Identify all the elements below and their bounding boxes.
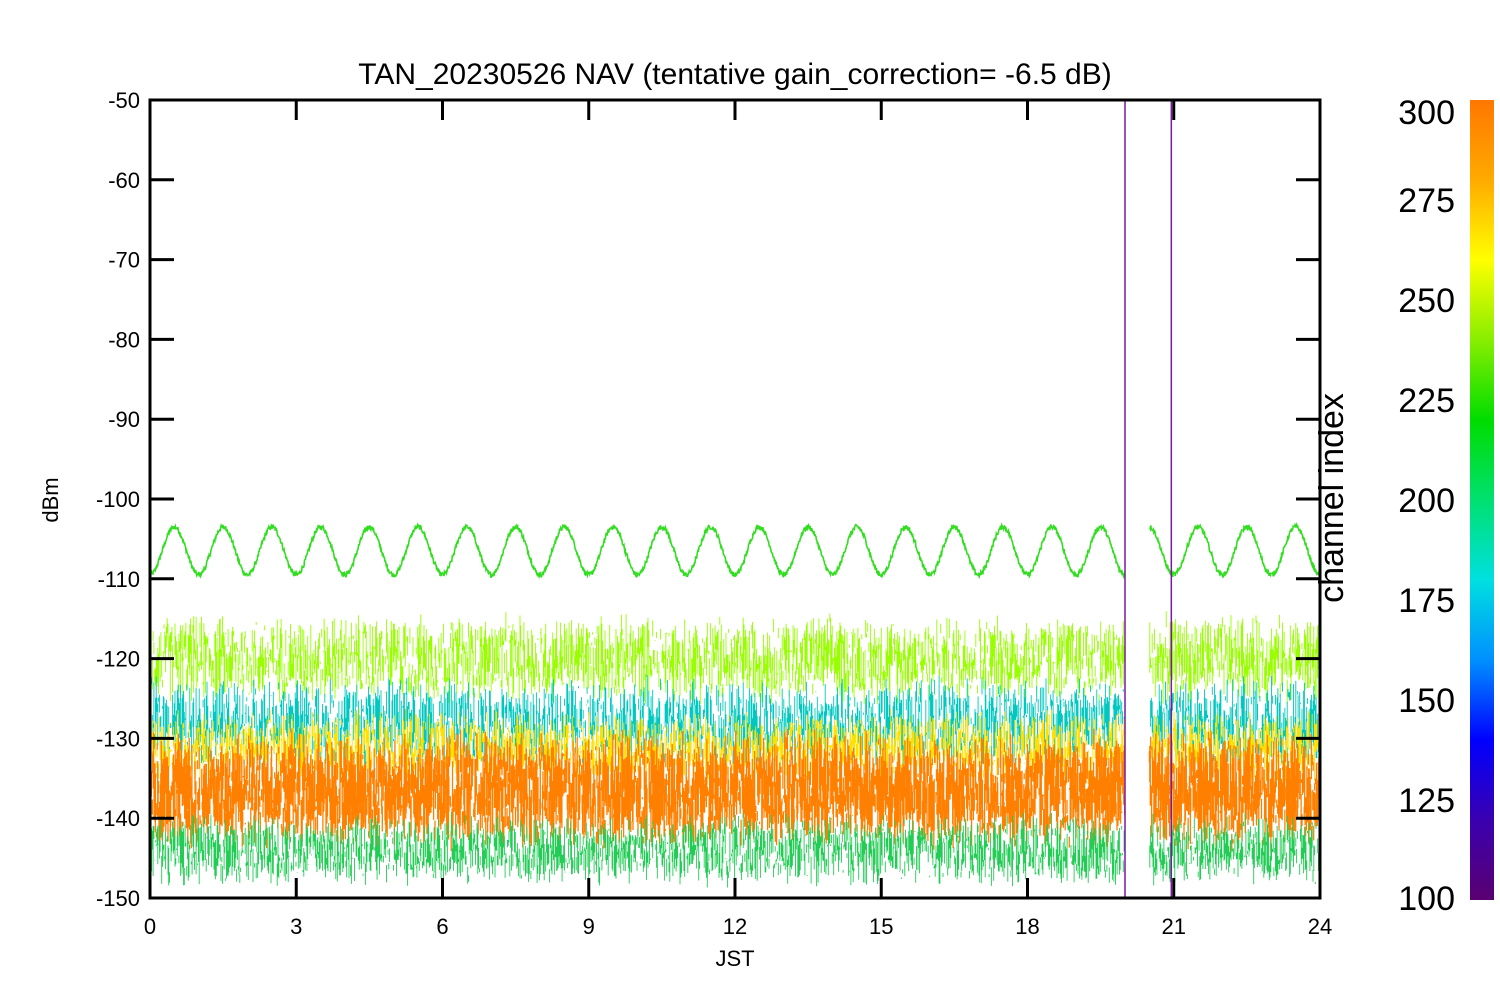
colorbar-tick-label: 275	[1398, 182, 1455, 220]
y-tick-label: -90	[108, 407, 140, 432]
x-tick-label: 0	[144, 914, 156, 939]
x-tick-label: 18	[1015, 914, 1039, 939]
x-tick-label: 3	[290, 914, 302, 939]
colorbar-tick-label: 200	[1398, 482, 1455, 520]
plot-data	[150, 100, 1320, 898]
chart-title: TAN_20230526 NAV (tentative gain_correct…	[358, 58, 1112, 91]
x-axis: 0 3 6 9 12 15 18 21 24	[144, 100, 1332, 939]
x-tick-label: 6	[436, 914, 448, 939]
colorbar-label: channel index	[1313, 393, 1351, 603]
colorbar-tick-label: 150	[1398, 682, 1455, 720]
x-tick-label: 24	[1308, 914, 1332, 939]
series-line	[150, 521, 1320, 580]
y-tick-label: -120	[96, 647, 140, 672]
y-tick-label: -140	[96, 806, 140, 831]
y-tick-label: -50	[108, 88, 140, 113]
y-tick-label: -150	[96, 886, 140, 911]
colorbar-tick-label: 175	[1398, 582, 1455, 620]
series-band	[150, 812, 1320, 888]
x-axis-label: JST	[715, 946, 754, 971]
y-tick-label: -60	[108, 168, 140, 193]
colorbar-tick-label: 125	[1398, 782, 1455, 820]
x-tick-label: 12	[723, 914, 747, 939]
y-tick-label: -110	[98, 567, 140, 592]
x-tick-label: 9	[583, 914, 595, 939]
series-band	[150, 611, 1320, 705]
y-axis: -50 -60 -70 -80 -90 -100 -110 -120 -130 -140 -150	[96, 88, 1320, 911]
y-tick-label: -130	[96, 726, 140, 751]
colorbar	[1470, 100, 1494, 900]
series-band	[150, 728, 1320, 852]
y-axis-label: dBm	[38, 477, 63, 522]
colorbar-ticks: 300 275 250 225 200 175 150 125 100	[1398, 94, 1455, 918]
y-tick-label: -70	[108, 248, 140, 273]
colorbar-tick-label: 300	[1398, 94, 1455, 132]
colorbar-tick-label: 225	[1398, 382, 1455, 420]
x-tick-label: 21	[1162, 914, 1186, 939]
y-tick-label: -100	[96, 487, 140, 512]
colorbar-tick-label: 250	[1398, 282, 1455, 320]
colorbar-tick-label: 100	[1398, 880, 1455, 918]
y-tick-label: -80	[108, 327, 140, 352]
x-tick-label: 15	[869, 914, 893, 939]
